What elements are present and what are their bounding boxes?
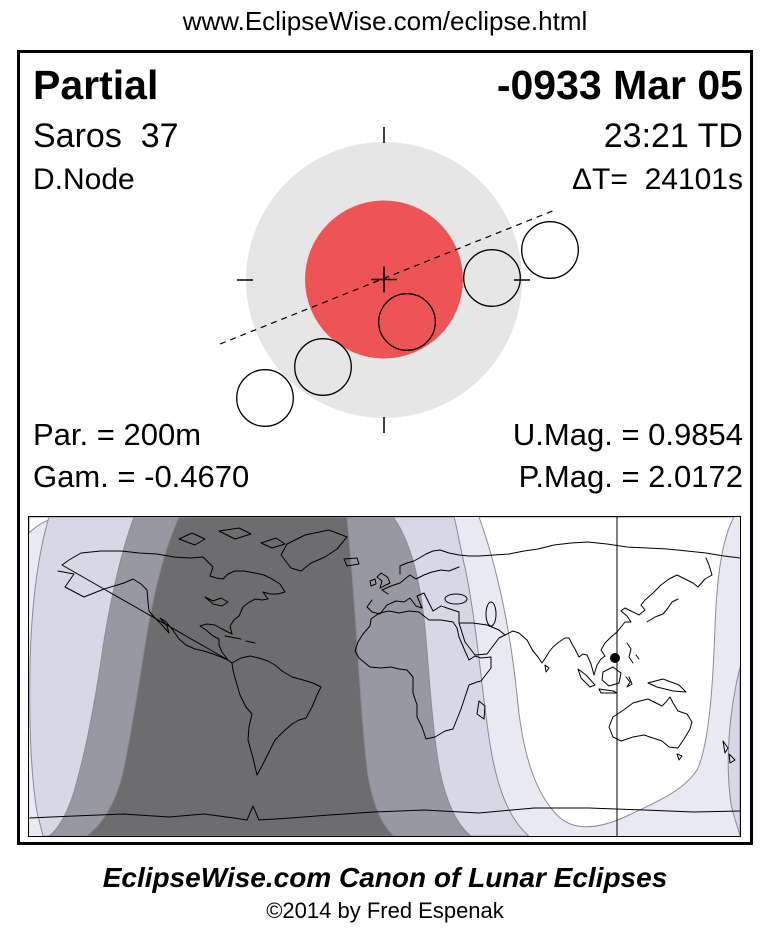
moon-zenith-point [610, 653, 620, 663]
penumbral-mag-label: P.Mag. = 2.0172 [518, 459, 743, 494]
moon-disk-p1 [236, 369, 294, 427]
coastlines [28, 527, 741, 821]
visibility-map-frame [28, 516, 741, 837]
eclipse-date-label: -0933 Mar 05 [496, 62, 743, 108]
eclipse-type-label: Partial [33, 62, 159, 108]
eclipse-diagram [219, 127, 579, 433]
saros-label: Saros 37 [33, 117, 179, 155]
canon-title: EclipseWise.com Canon of Lunar Eclipses [102, 862, 668, 893]
node-label: D.Node [33, 163, 135, 196]
zone-no-eclipse [478, 516, 735, 828]
moon-disk-greatest [378, 293, 436, 351]
time-label: 23:21 TD [603, 117, 743, 155]
site-url-text: www.EclipseWise.com/eclipse.html [182, 6, 588, 36]
moon-disk-u1 [294, 338, 352, 396]
moon-path-line [219, 209, 556, 345]
parallax-label: Par. = 200m [33, 417, 202, 452]
gamma-label: Gam. = -0.4670 [33, 459, 250, 494]
umbral-mag-label: U.Mag. = 0.9854 [512, 417, 743, 452]
zone-penumbral-east [727, 666, 741, 837]
copyright-text: ©2014 by Fred Espenak [266, 898, 504, 923]
visibility-map [28, 516, 741, 837]
moon-disk-p4 [521, 221, 579, 279]
eclipse-panel-inner: Partial -0933 Mar 05 Saros 37 23:21 TD D… [20, 53, 750, 842]
moon-disk-u4 [463, 249, 521, 307]
eclipse-data-panel: Partial -0933 Mar 05 Saros 37 23:21 TD D… [17, 50, 753, 845]
delta-t-label: ΔT= 24101s [572, 163, 743, 196]
